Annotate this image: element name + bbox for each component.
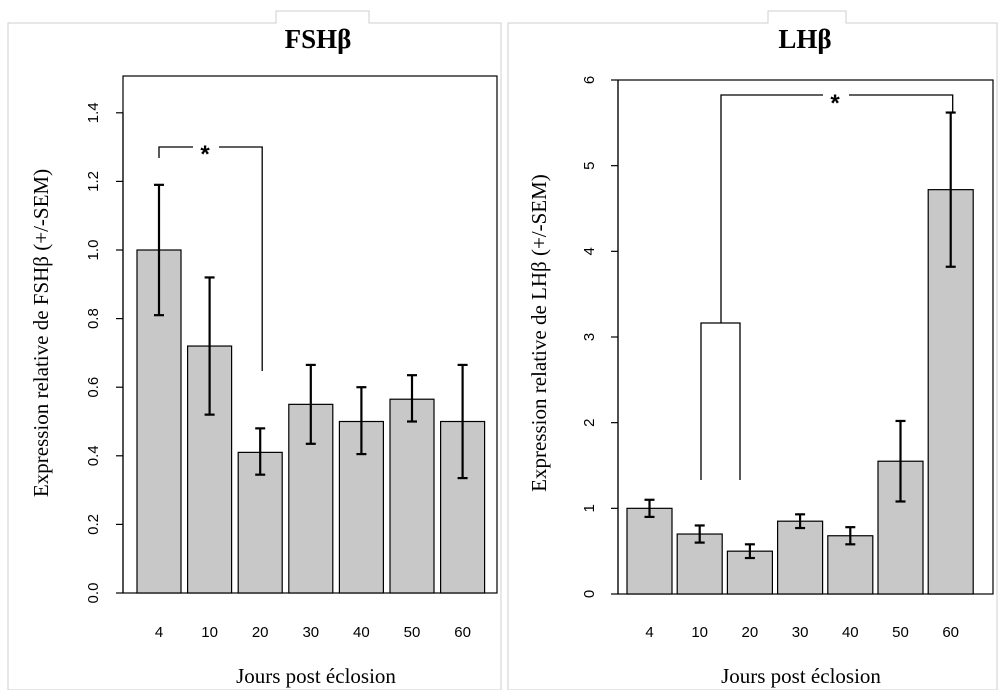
bar-50	[877, 460, 924, 595]
chart-title: FSHβ	[285, 24, 352, 54]
x-axis-title: Jours post éclosion	[721, 664, 881, 688]
x-tick-label: 40	[842, 624, 859, 641]
significance-bracket	[720, 94, 954, 323]
y-tick-label: 1	[581, 504, 598, 512]
bar-40	[827, 535, 874, 595]
bar-10	[676, 533, 723, 595]
y-tick-label: 2	[581, 418, 598, 426]
y-tick-label: 4	[581, 247, 598, 255]
x-tick-label: 10	[691, 624, 708, 641]
x-tick-label: 30	[302, 624, 319, 641]
bar-50	[389, 398, 435, 594]
y-axis-title: Expression relative de FSHβ (+/-SEM)	[29, 169, 53, 497]
lh-bar-chart: LHβ 0 1 2 3 4 5 6 Expression relative de LHβ (+/…	[507, 10, 998, 690]
y-axis-title: Expression relative de LHβ (+/-SEM)	[527, 174, 551, 492]
y-tick-label: 1.0	[85, 240, 102, 261]
y-tick-label: 5	[581, 161, 598, 169]
y-tick-label: 0.6	[85, 377, 102, 398]
y-tick-label: 0	[581, 590, 598, 598]
x-tick-label: 30	[792, 624, 809, 641]
x-tick-label: 20	[742, 624, 759, 641]
fsh-chart-panel: FSHβ 0.0 0.2 0.4 0.6 0.8 1.0 1.2 1.4 Expression r…	[7, 10, 502, 690]
panel-frame	[507, 10, 998, 690]
significance-star: *	[830, 90, 840, 117]
y-tick-label: 0.0	[85, 583, 102, 604]
y-tick-label: 0.8	[85, 308, 102, 329]
x-tick-label: 20	[252, 624, 269, 641]
x-axis-title: Jours post éclosion	[236, 664, 396, 688]
group-bracket-10-20	[700, 322, 741, 480]
x-tick-label: 60	[942, 624, 959, 641]
y-tick-label: 1.2	[85, 171, 102, 192]
x-tick-label: 50	[892, 624, 909, 641]
bracket-label-bg	[193, 138, 219, 156]
x-tick-label: 10	[201, 624, 218, 641]
fsh-bar-chart: FSHβ 0.0 0.2 0.4 0.6 0.8 1.0 1.2 1.4 Expression r…	[7, 10, 502, 690]
x-tick-label: 4	[645, 624, 653, 641]
y-tick-label: 0.4	[85, 445, 102, 466]
chart-title: LHβ	[778, 24, 831, 54]
x-tick-label: 4	[155, 624, 163, 641]
x-tick-label: 50	[404, 624, 421, 641]
significance-star: *	[200, 141, 210, 168]
bar-30	[288, 403, 334, 594]
x-tick-label: 40	[353, 624, 370, 641]
bracket-label-bg	[823, 86, 849, 104]
y-tick-label: 0.2	[85, 514, 102, 535]
y-tick-label: 6	[581, 76, 598, 84]
bar-20	[237, 451, 283, 594]
y-tick-label: 3	[581, 333, 598, 341]
x-tick-label: 60	[454, 624, 471, 641]
panel-frame	[7, 10, 502, 690]
bar-4	[626, 507, 673, 595]
bar-30	[777, 520, 824, 595]
lh-chart-panel: LHβ 0 1 2 3 4 5 6 Expression relative de LHβ (+/…	[505, 0, 999, 690]
y-tick-label: 1.4	[85, 102, 102, 123]
